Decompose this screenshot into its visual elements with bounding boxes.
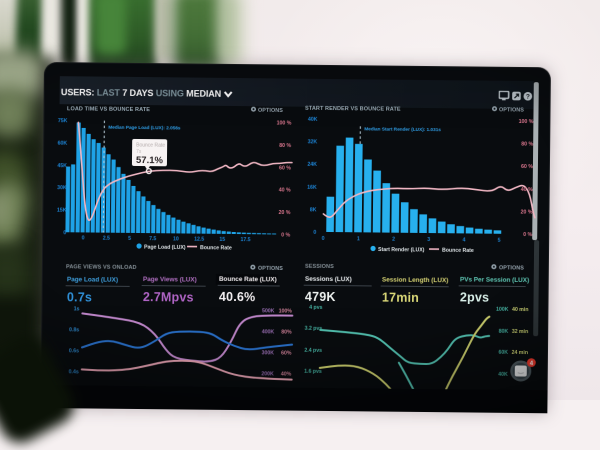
svg-text:100 %: 100 % [518, 119, 533, 125]
svg-text:40 %: 40 % [278, 187, 290, 193]
svg-text:200K: 200K [261, 371, 274, 377]
svg-text:40%: 40% [280, 371, 291, 377]
svg-text:7.5: 7.5 [149, 236, 156, 242]
svg-text:12.5: 12.5 [194, 236, 204, 242]
svg-text:0: 0 [81, 235, 84, 241]
svg-text:Page Load (LUX): Page Load (LUX) [144, 244, 186, 250]
svg-text:5: 5 [497, 238, 500, 244]
svg-text:15K: 15K [56, 208, 66, 214]
svg-text:2: 2 [392, 237, 395, 243]
svg-text:60%: 60% [281, 350, 292, 356]
svg-text:Start Render (LUX): Start Render (LUX) [378, 247, 425, 253]
svg-text:60 %: 60 % [521, 165, 533, 171]
svg-text:5: 5 [128, 236, 131, 242]
svg-text:100 %: 100 % [276, 120, 291, 126]
svg-text:80 %: 80 % [279, 143, 291, 149]
svg-text:4: 4 [462, 238, 465, 244]
svg-text:0: 0 [321, 236, 324, 242]
svg-text:60 %: 60 % [279, 165, 291, 171]
svg-text:400K: 400K [261, 329, 274, 335]
svg-text:40 min: 40 min [511, 307, 527, 313]
svg-text:Bounce Rate: Bounce Rate [200, 245, 232, 251]
svg-text:45K: 45K [57, 163, 67, 169]
svg-text:?: ? [526, 94, 530, 101]
svg-text:2.4 pvs: 2.4 pvs [304, 348, 322, 354]
svg-text:100K: 100K [495, 307, 508, 313]
svg-text:32 min: 32 min [511, 329, 527, 335]
svg-text:30K: 30K [57, 185, 67, 191]
svg-text:Median Start Render (LUX): 1.0: Median Start Render (LUX): 1.031s [364, 127, 441, 133]
svg-text:60K: 60K [57, 140, 67, 146]
svg-text:80K: 80K [498, 329, 508, 335]
svg-text:0.4s: 0.4s [68, 369, 78, 375]
svg-text:0: 0 [63, 230, 66, 236]
svg-text:16K: 16K [307, 185, 317, 191]
svg-text:24K: 24K [307, 162, 317, 168]
svg-text:60K: 60K [498, 350, 508, 356]
svg-text:3.2 pvs: 3.2 pvs [304, 326, 322, 332]
svg-text:2.5: 2.5 [102, 235, 109, 241]
svg-text:15: 15 [219, 237, 225, 243]
svg-text:300K: 300K [261, 350, 274, 356]
svg-text:20 %: 20 % [520, 210, 532, 216]
svg-text:17.5: 17.5 [240, 237, 250, 243]
svg-text:10: 10 [173, 236, 179, 242]
svg-text:1.6 pvs: 1.6 pvs [304, 369, 322, 375]
svg-text:500K: 500K [261, 308, 274, 314]
svg-text:75K: 75K [57, 118, 67, 124]
svg-text:0: 0 [313, 230, 316, 236]
svg-text:0 %: 0 % [523, 232, 532, 238]
svg-text:Bounce Rate: Bounce Rate [442, 248, 474, 254]
svg-text:0.8s: 0.8s [69, 327, 79, 333]
svg-text:80 %: 80 % [521, 142, 533, 148]
svg-text:Median Page Load (LUX): 2.056s: Median Page Load (LUX): 2.056s [108, 124, 181, 130]
svg-text:0.6s: 0.6s [68, 348, 78, 354]
svg-text:3: 3 [427, 237, 430, 243]
svg-text:57.1%: 57.1% [135, 155, 163, 166]
svg-text:0 %: 0 % [281, 232, 290, 238]
svg-text:Bounce Rate: Bounce Rate [136, 142, 165, 148]
svg-text:40 %: 40 % [520, 187, 532, 193]
svg-text:1: 1 [356, 237, 359, 243]
svg-text:40K: 40K [498, 372, 508, 378]
svg-text:8K: 8K [309, 208, 316, 214]
svg-text:32K: 32K [307, 140, 317, 146]
svg-text:4 pvs: 4 pvs [309, 305, 322, 311]
svg-text:80%: 80% [281, 329, 292, 335]
svg-text:20 %: 20 % [278, 210, 290, 216]
svg-text:100%: 100% [278, 308, 292, 314]
svg-text:40K: 40K [307, 117, 317, 123]
svg-text:24 min: 24 min [511, 350, 527, 356]
svg-text:1s: 1s [73, 306, 79, 312]
